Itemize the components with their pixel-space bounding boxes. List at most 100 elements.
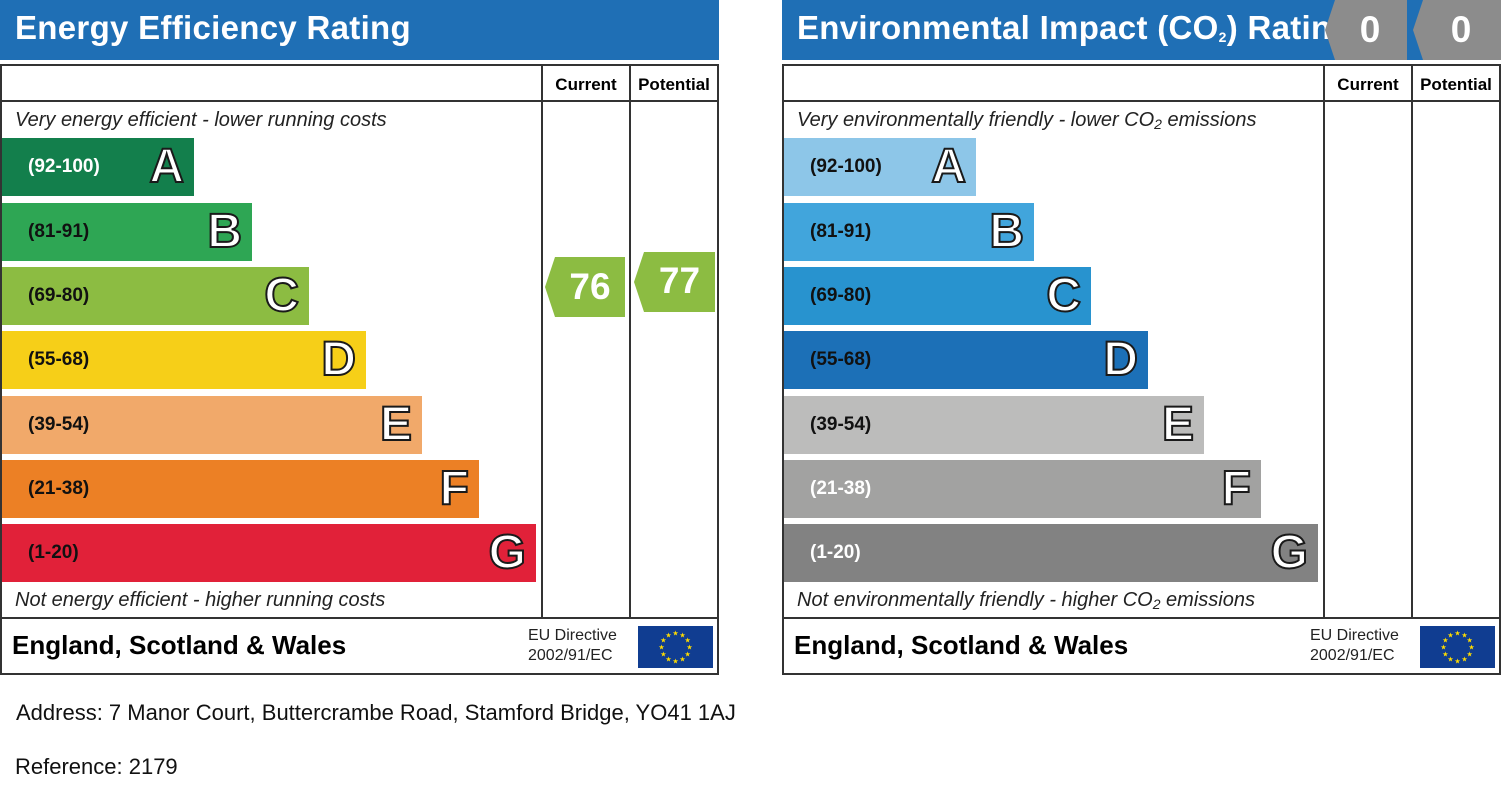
band-b: (81-91) B [784,203,1034,261]
band-range-label: (69-80) [810,285,872,306]
band-range-label: (55-68) [810,349,872,370]
band-range-label: (39-54) [810,414,872,435]
band-letter: B [988,205,1025,259]
svg-text:★: ★ [1454,630,1460,638]
eu-directive-code: 2002/91/EC [1310,647,1395,664]
region-label: England, Scotland & Wales [12,630,347,660]
eu-flag-icon: ★ ★ ★ ★ ★ ★ ★ ★ ★ ★ ★ ★ [638,626,713,668]
energy-efficiency-chart: Energy Efficiency Rating Current Potenti… [0,0,719,675]
svg-text:★: ★ [1468,644,1474,652]
svg-text:★: ★ [686,644,692,652]
footer-divider [2,617,717,619]
svg-text:★: ★ [1442,637,1448,645]
address-text: Address: 7 Manor Court, Buttercrambe Roa… [16,700,736,725]
band-letter: C [263,269,300,323]
band-letter: G [488,526,527,580]
svg-text:★: ★ [1461,631,1467,639]
band-letter: E [379,398,413,452]
band-letter: D [320,333,357,387]
svg-text:★: ★ [660,651,666,659]
eu-directive-text: EU Directive 2002/91/EC [1310,626,1399,666]
eu-directive-code: 2002/91/EC [528,647,613,664]
band-d: (55-68) D [784,331,1148,389]
band-range-label: (1-20) [28,542,79,563]
band-a: (92-100) A [784,138,976,196]
band-g: (1-20) G [2,524,536,582]
band-range-label: (69-80) [28,285,90,306]
svg-text:★: ★ [1466,637,1472,645]
current-rating-value: 76 [569,266,611,307]
band-range-label: (55-68) [28,349,90,370]
svg-text:★: ★ [1466,651,1472,659]
band-range-label: (1-20) [810,542,861,563]
band-g: (1-20) G [784,524,1318,582]
column-divider [1323,66,1325,619]
header-divider [784,100,1499,102]
svg-text:★: ★ [665,631,671,639]
eu-directive-label: EU Directive [1310,627,1399,644]
current-impact-value: 0 [1359,9,1381,50]
svg-text:★: ★ [1442,651,1448,659]
current-column-header: Current [555,75,617,94]
energy-chart-title: Energy Efficiency Rating [15,9,411,46]
potential-rating-arrow: 77 [634,252,715,312]
svg-text:★: ★ [672,658,678,666]
band-c: (69-80) C [2,267,309,325]
energy-title-bar: Energy Efficiency Rating [0,0,719,60]
svg-text:★: ★ [1447,631,1453,639]
band-letter: G [1270,526,1309,580]
band-range-label: (39-54) [28,414,90,435]
reference-text: Reference: 2179 [15,754,178,779]
svg-text:★: ★ [658,644,664,652]
band-c: (69-80) C [784,267,1091,325]
top-caption: Very environmentally friendly - lower CO… [797,109,1257,132]
band-letter: E [1161,398,1195,452]
band-range-label: (21-38) [28,478,90,499]
current-column-header: Current [1337,75,1399,94]
band-letter: C [1045,269,1082,323]
potential-impact-value: 0 [1450,9,1472,50]
band-letter: B [206,205,243,259]
svg-text:★: ★ [679,631,685,639]
band-range-label: (81-91) [810,221,872,242]
environmental-impact-chart: Environmental Impact (CO2) Rating Curren… [782,0,1501,675]
current-rating-arrow: 76 [545,257,625,317]
band-f: (21-38) F [784,460,1261,518]
band-letter: D [1102,333,1139,387]
energy-chart-frame: Current Potential Very energy efficient … [0,64,719,675]
eu-flag-icon: ★ ★ ★ ★ ★ ★ ★ ★ ★ ★ ★ ★ [1420,626,1495,668]
band-d: (55-68) D [2,331,366,389]
svg-text:★: ★ [672,630,678,638]
band-e: (39-54) E [2,396,422,454]
band-a: (92-100) A [2,138,194,196]
potential-impact-badge: 0 [1413,0,1501,60]
svg-text:★: ★ [1454,658,1460,666]
bottom-caption: Not energy efficient - higher running co… [15,589,386,611]
eu-directive-text: EU Directive 2002/91/EC [528,626,617,666]
region-label: England, Scotland & Wales [794,630,1129,660]
svg-text:★: ★ [684,651,690,659]
column-divider [1411,66,1413,619]
band-letter: A [148,140,185,194]
band-range-label: (81-91) [28,221,90,242]
top-caption: Very energy efficient - lower running co… [15,109,387,131]
band-range-label: (21-38) [810,478,872,499]
svg-text:★: ★ [1461,656,1467,664]
band-range-label: (92-100) [28,156,100,177]
eu-directive-label: EU Directive [528,627,617,644]
env-chart-title: Environmental Impact (CO2) Rating [797,9,1352,46]
column-divider [629,66,631,619]
svg-text:★: ★ [660,637,666,645]
column-divider [541,66,543,619]
env-chart-frame: Current Potential Very environmentally f… [782,64,1501,675]
svg-text:★: ★ [684,637,690,645]
footer-divider [784,617,1499,619]
potential-column-header: Potential [638,75,710,94]
current-impact-badge: 0 [1325,0,1407,60]
band-letter: A [930,140,967,194]
svg-text:★: ★ [665,656,671,664]
header-divider [2,100,717,102]
svg-text:★: ★ [1447,656,1453,664]
potential-rating-value: 77 [658,260,701,301]
band-letter: F [439,462,470,516]
